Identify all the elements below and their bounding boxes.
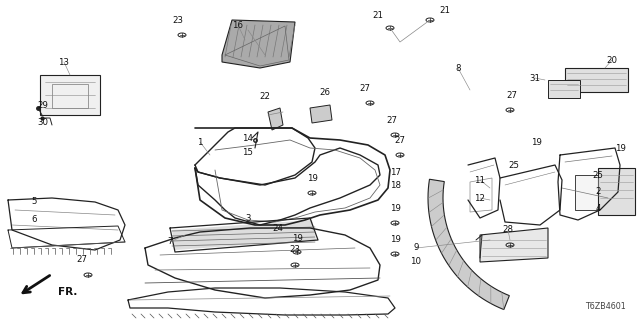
Text: 30: 30 bbox=[38, 117, 49, 126]
Text: 13: 13 bbox=[58, 58, 70, 67]
Text: 22: 22 bbox=[259, 92, 271, 100]
Text: FR.: FR. bbox=[58, 287, 77, 297]
Text: 19: 19 bbox=[614, 143, 625, 153]
Polygon shape bbox=[172, 220, 316, 250]
Polygon shape bbox=[575, 175, 615, 210]
Text: 7: 7 bbox=[167, 237, 173, 246]
Text: 27: 27 bbox=[506, 91, 518, 100]
Text: 19: 19 bbox=[390, 204, 401, 212]
Polygon shape bbox=[268, 108, 283, 130]
Text: 9: 9 bbox=[413, 244, 419, 252]
Text: 25: 25 bbox=[509, 161, 520, 170]
Text: 4: 4 bbox=[595, 204, 601, 212]
Text: 1: 1 bbox=[197, 138, 203, 147]
Text: 26: 26 bbox=[319, 87, 330, 97]
Polygon shape bbox=[565, 68, 628, 92]
Text: 28: 28 bbox=[502, 226, 513, 235]
Text: 27: 27 bbox=[77, 255, 88, 265]
Polygon shape bbox=[480, 228, 548, 262]
Text: 15: 15 bbox=[243, 148, 253, 156]
Text: 2: 2 bbox=[595, 188, 601, 196]
Text: 27: 27 bbox=[387, 116, 397, 124]
Polygon shape bbox=[428, 179, 509, 309]
Text: 14: 14 bbox=[243, 133, 253, 142]
Text: 17: 17 bbox=[390, 167, 401, 177]
Text: 31: 31 bbox=[529, 74, 541, 83]
Text: 25: 25 bbox=[593, 171, 604, 180]
Text: 19: 19 bbox=[292, 234, 303, 243]
Text: T6ZB4601: T6ZB4601 bbox=[585, 302, 626, 311]
Text: 12: 12 bbox=[474, 194, 486, 203]
Text: 3: 3 bbox=[245, 213, 251, 222]
Text: 19: 19 bbox=[307, 173, 317, 182]
Polygon shape bbox=[40, 75, 100, 115]
Text: 27: 27 bbox=[360, 84, 371, 92]
Text: 16: 16 bbox=[232, 20, 243, 29]
Polygon shape bbox=[598, 168, 635, 215]
Text: 5: 5 bbox=[31, 197, 36, 206]
Text: 18: 18 bbox=[390, 180, 401, 189]
Text: 19: 19 bbox=[531, 138, 541, 147]
Polygon shape bbox=[222, 20, 295, 68]
Text: 21: 21 bbox=[372, 11, 383, 20]
Text: 6: 6 bbox=[31, 215, 36, 225]
Text: 24: 24 bbox=[273, 223, 284, 233]
Polygon shape bbox=[548, 80, 580, 98]
Text: 11: 11 bbox=[474, 175, 486, 185]
Text: 27: 27 bbox=[394, 135, 406, 145]
Polygon shape bbox=[310, 105, 332, 123]
Text: 20: 20 bbox=[607, 55, 618, 65]
Text: 19: 19 bbox=[390, 236, 401, 244]
Text: 23: 23 bbox=[173, 15, 184, 25]
Text: 21: 21 bbox=[440, 5, 451, 14]
Text: 8: 8 bbox=[455, 63, 461, 73]
Text: 23: 23 bbox=[289, 245, 301, 254]
Text: 10: 10 bbox=[410, 258, 422, 267]
Text: 29: 29 bbox=[38, 100, 49, 109]
